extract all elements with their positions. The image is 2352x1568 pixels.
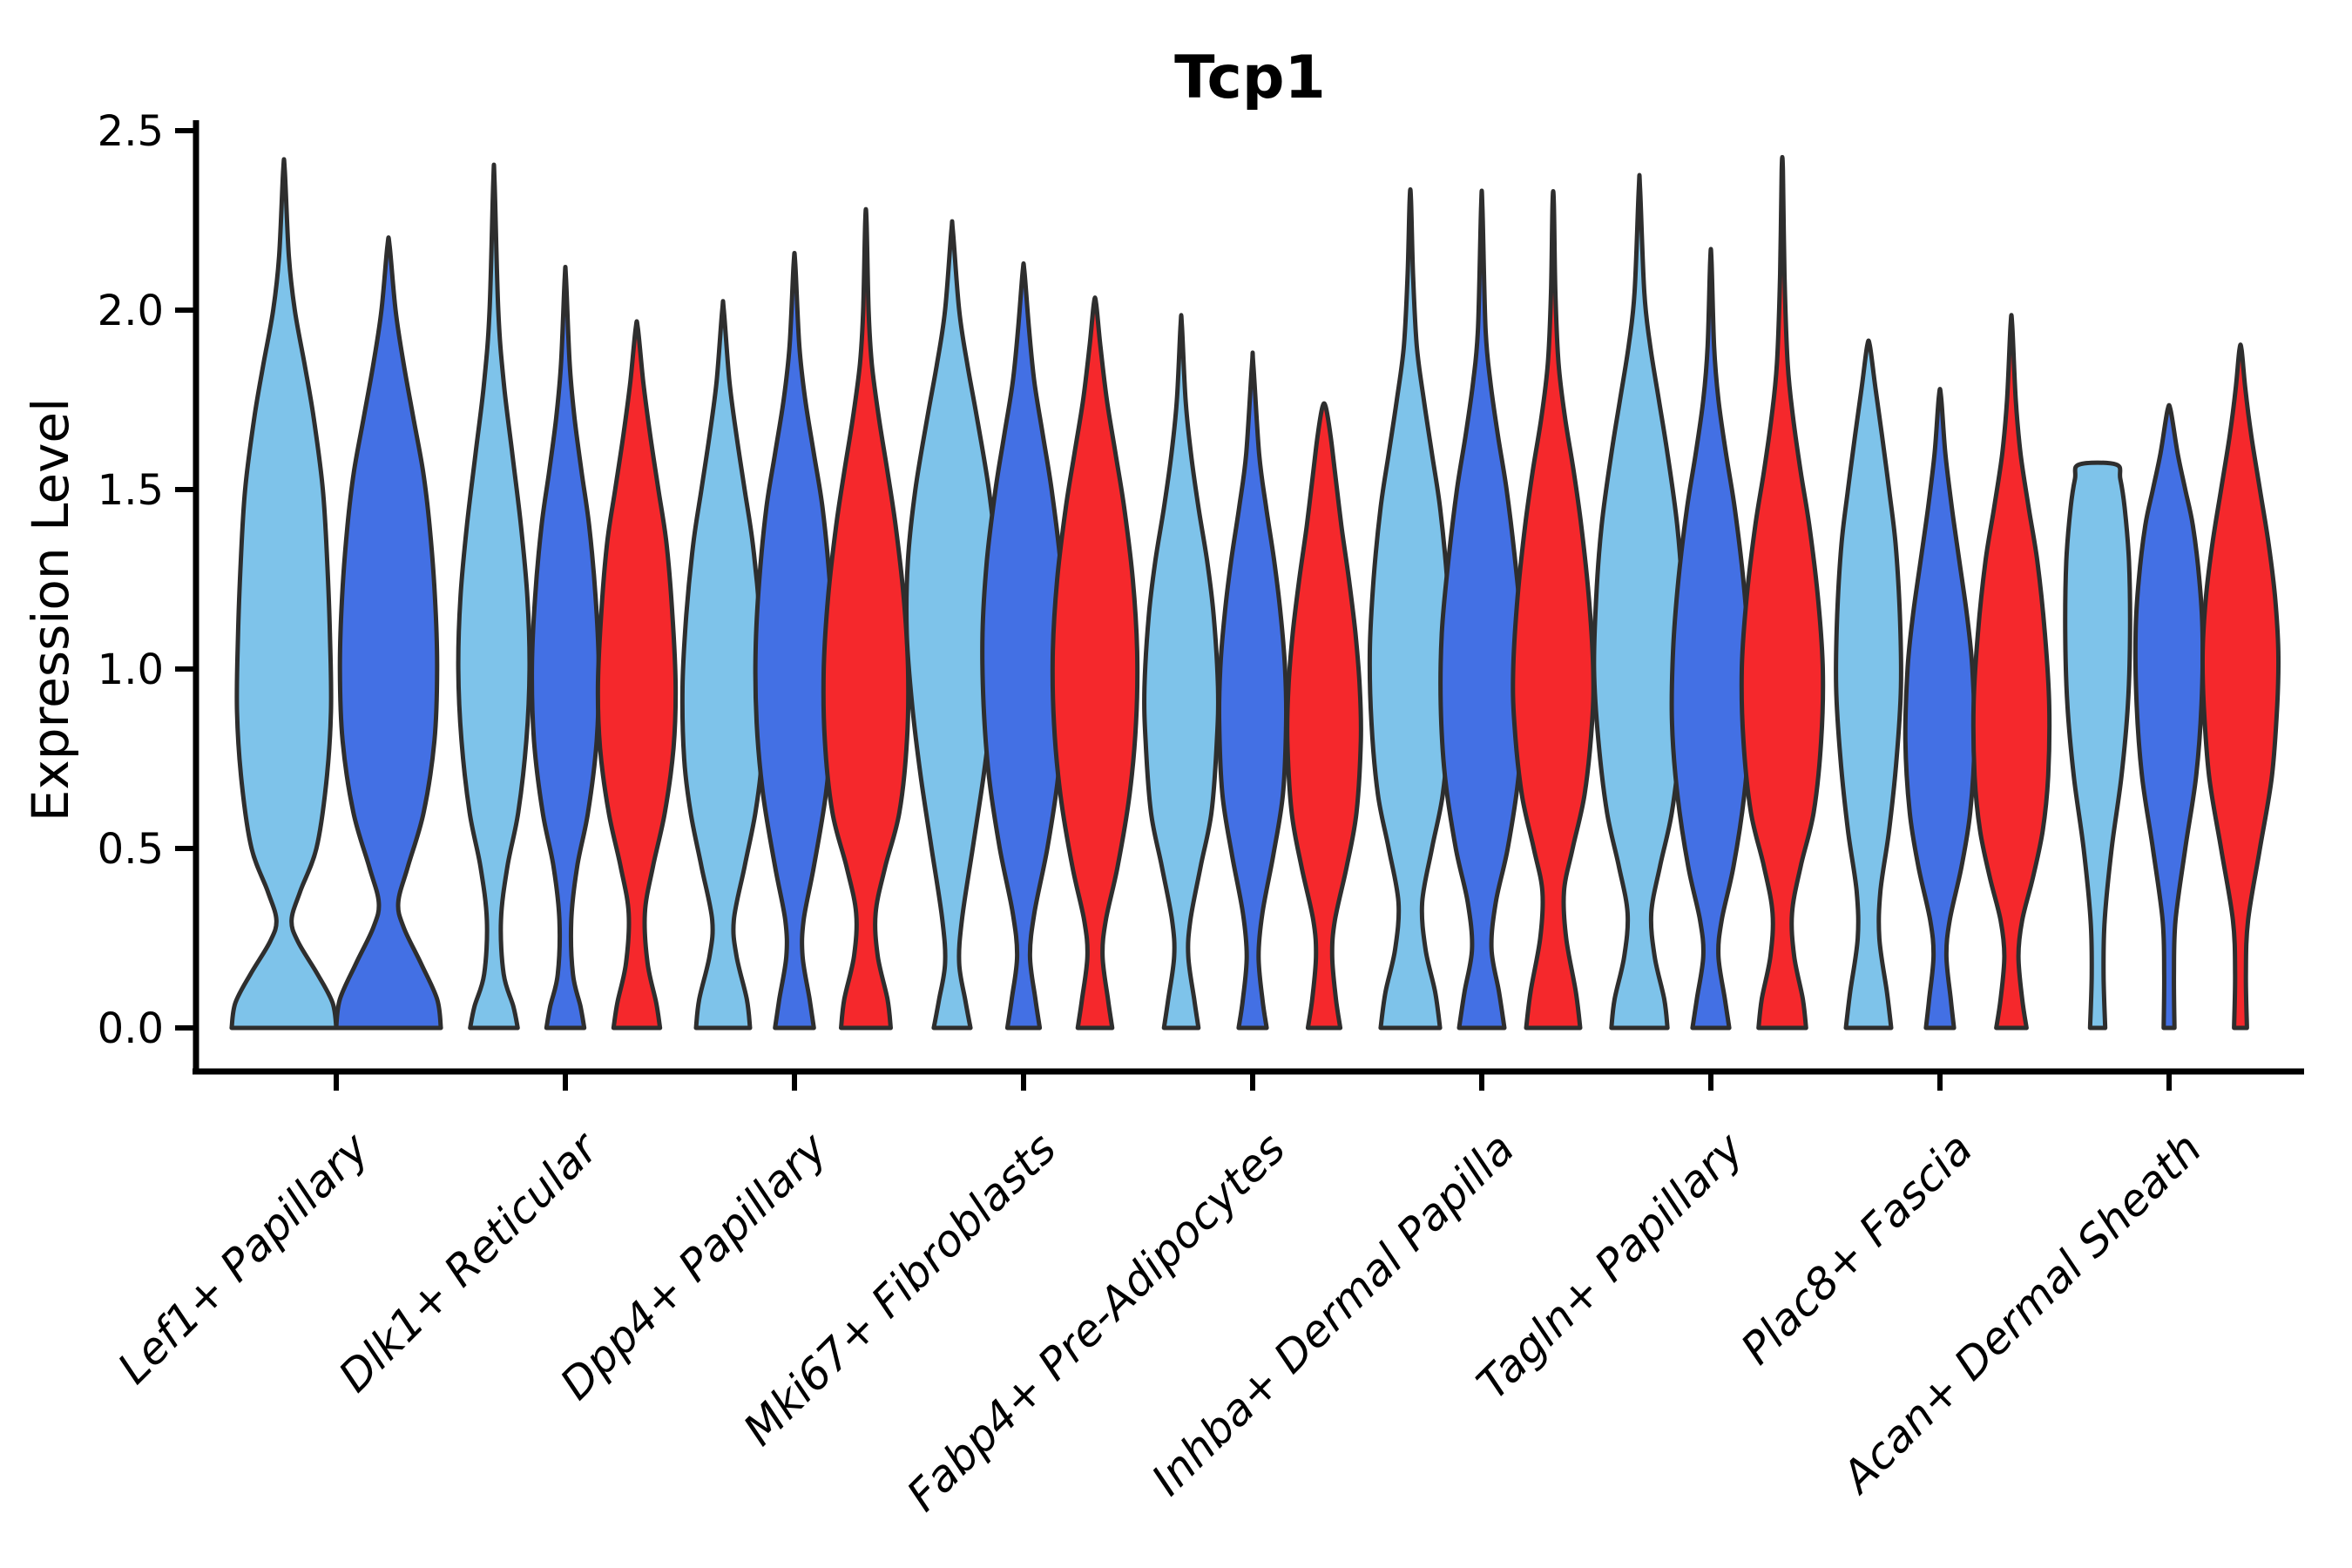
violin-5-sky_blue [1142,313,1220,1031]
violin-9-royal_blue [2132,402,2206,1031]
violins-layer [229,154,2281,1031]
violin-9-sky_blue [2063,460,2132,1031]
x-tick-label: Acan+ Dermal Sheath [1831,1123,2212,1504]
violin-9-red [2200,342,2281,1031]
violin-6-sky_blue [1367,187,1454,1031]
violin-1-sky_blue [229,157,339,1031]
violin-4-red [1050,295,1140,1031]
y-tick-label: 1.5 [98,466,164,515]
violin-6-red [1511,189,1596,1031]
x-tick-label: Lef1+ Papillary [108,1122,379,1393]
x-tick-label: Inhba+ Dermal Papilla [1142,1123,1524,1504]
violin-4-sky_blue [904,219,1000,1031]
y-tick-label: 1.0 [98,645,164,694]
y-tick-label: 0.0 [98,1004,164,1053]
x-tick-label: Fabp4+ Pre-Adipocytes [897,1123,1295,1521]
violin-3-royal_blue [753,251,836,1031]
violin-2-sky_blue [456,162,532,1031]
violin-2-red [595,319,679,1031]
y-tick-label: 2.0 [98,287,164,335]
violin-5-red [1285,401,1363,1031]
violin-7-royal_blue [1669,247,1753,1031]
violin-5-royal_blue [1216,350,1289,1031]
violin-8-royal_blue [1903,387,1977,1031]
violin-1-royal_blue [334,235,443,1031]
violin-7-sky_blue [1592,172,1687,1031]
violin-8-sky_blue [1834,338,1903,1031]
y-axis-label: Expression Level [21,398,80,821]
violin-4-royal_blue [980,260,1067,1031]
y-tick-label: 2.5 [98,107,164,156]
violin-2-royal_blue [530,265,601,1031]
violin-6-royal_blue [1438,188,1525,1031]
violin-8-red [1970,313,2052,1031]
x-tick-label: Plac8+ Fascia [1732,1123,1983,1374]
y-tick-label: 0.5 [98,825,164,874]
violin-3-red [821,206,911,1031]
violin-7-red [1739,154,1826,1031]
violin-3-sky_blue [679,299,767,1031]
chart-title: Tcp1 [1174,44,1326,112]
